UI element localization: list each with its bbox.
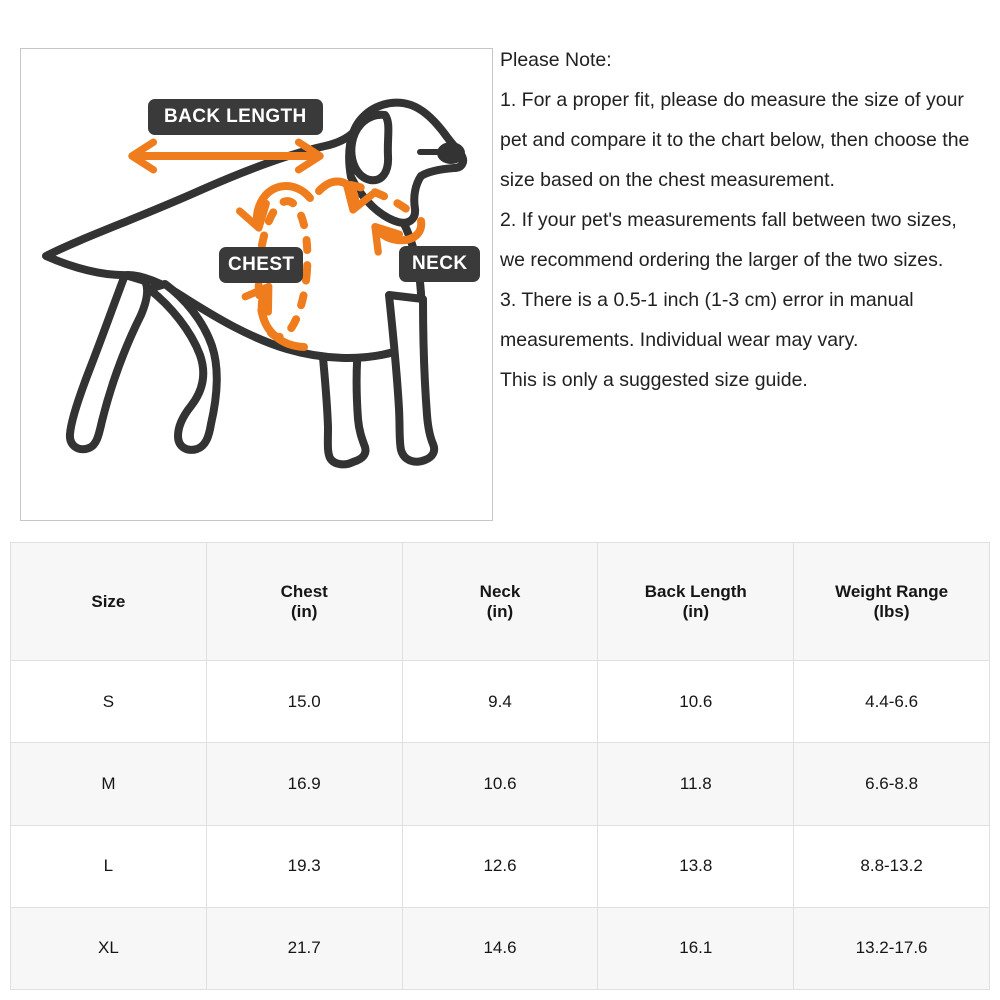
note-line: we recommend ordering the larger of the … <box>500 249 944 271</box>
withers-arrow-icon <box>315 177 377 214</box>
neck-label: NECK <box>399 246 481 282</box>
neck-girth-dashes-icon <box>347 181 421 221</box>
size-chart-table: Size Chest (in) Neck (in) Back Length (i… <box>10 542 990 991</box>
note-line: measurements. Individual wear may vary. <box>500 329 859 351</box>
dog-diagram-canvas <box>42 98 468 469</box>
table-row-m: M 16.9 10.6 11.8 6.6-8.8 <box>10 742 990 826</box>
cell-back-length: 10.6 <box>597 659 795 744</box>
header-size: Size <box>10 542 207 661</box>
cell-weight: 6.6-8.8 <box>793 742 990 826</box>
table-row-l: L 19.3 12.6 13.8 8.8-13.2 <box>10 824 990 908</box>
cell-weight: 4.4-6.6 <box>793 659 990 744</box>
cell-size: XL <box>10 906 207 991</box>
note-line: size based on the chest measurement. <box>500 169 835 191</box>
back-length-label: BACK LENGTH <box>148 99 323 135</box>
cell-size: S <box>10 659 207 744</box>
note-title: Please Note: <box>500 49 612 71</box>
dog-measurement-diagram: BACK LENGTH CHEST NECK <box>20 48 493 521</box>
cell-neck: 10.6 <box>401 742 599 826</box>
measurement-arrows <box>128 138 426 351</box>
chest-top-arrow-icon <box>236 182 314 232</box>
chest-bottom-arrow-icon <box>241 282 308 351</box>
cell-chest: 16.9 <box>205 742 403 826</box>
note-line: pet and compare it to the chart below, t… <box>500 129 970 151</box>
cell-neck: 14.6 <box>401 906 599 991</box>
cell-chest: 15.0 <box>205 659 403 744</box>
cell-back-length: 11.8 <box>597 742 795 826</box>
cell-back-length: 16.1 <box>597 906 795 991</box>
chest-label: CHEST <box>219 247 304 283</box>
size-chart-body: S 15.0 9.4 10.6 4.4-6.6 M 16.9 10.6 11.8… <box>10 659 990 991</box>
note-block: Please Note: 1. For a proper fit, please… <box>500 40 1000 400</box>
note-line: 3. There is a 0.5-1 inch (1-3 cm) error … <box>500 289 914 311</box>
note-line: 2. If your pet's measurements fall betwe… <box>500 209 957 231</box>
size-chart-header: Size Chest (in) Neck (in) Back Length (i… <box>10 542 990 661</box>
cell-chest: 21.7 <box>205 906 403 991</box>
cell-back-length: 13.8 <box>597 824 795 908</box>
note-line: 1. For a proper fit, please do measure t… <box>500 89 964 111</box>
cell-size: M <box>10 742 207 826</box>
table-row-s: S 15.0 9.4 10.6 4.4-6.6 <box>10 659 990 744</box>
header-chest: Chest (in) <box>205 542 403 661</box>
header-weight-range: Weight Range (lbs) <box>793 542 990 661</box>
cell-neck: 9.4 <box>401 659 599 744</box>
cell-neck: 12.6 <box>401 824 599 908</box>
table-header-row: Size Chest (in) Neck (in) Back Length (i… <box>10 542 990 661</box>
cell-weight: 13.2-17.6 <box>793 906 990 991</box>
header-back-length: Back Length (in) <box>597 542 795 661</box>
note-line: This is only a suggested size guide. <box>500 369 808 391</box>
dog-nose-icon <box>437 142 465 164</box>
cell-size: L <box>10 824 207 908</box>
cell-weight: 8.8-13.2 <box>793 824 990 908</box>
neck-arrow-icon <box>371 217 426 256</box>
cell-chest: 19.3 <box>205 824 403 908</box>
header-neck: Neck (in) <box>401 542 599 661</box>
table-row-xl: XL 21.7 14.6 16.1 13.2-17.6 <box>10 906 990 991</box>
